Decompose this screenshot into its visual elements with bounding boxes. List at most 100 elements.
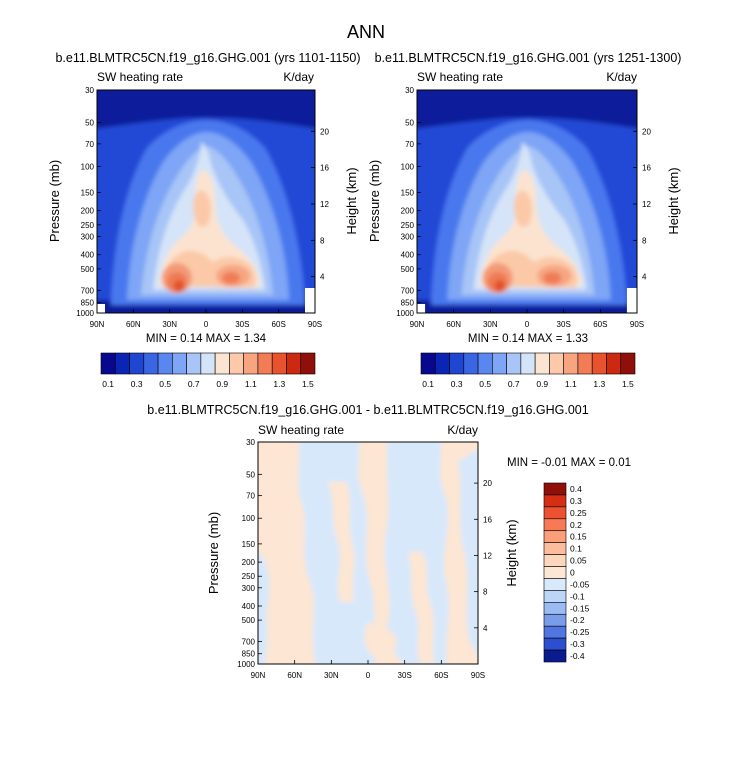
panel-3-y-tick-label: 200 <box>242 558 256 567</box>
panel-3-band <box>364 622 397 657</box>
panel-1-colorbar-swatch <box>214 352 230 375</box>
panel-2-band <box>513 190 532 227</box>
panel-3-y-tick-label: 400 <box>242 602 256 611</box>
panel-3-band <box>275 612 309 652</box>
panel-3-colorbar-swatch <box>543 625 567 639</box>
panel-3-y2-tick-label: 12 <box>483 551 492 560</box>
panel-2-y-tick-label: 400 <box>401 251 415 260</box>
panel-2-colorbar-swatch <box>434 352 450 375</box>
panel-1-y2-tick-label: 8 <box>320 236 325 245</box>
panel-2-colorbar-label: 0.5 <box>479 379 491 389</box>
panel-3-x-tick-label: 30N <box>324 671 339 680</box>
panel-3-band <box>258 552 270 664</box>
panel-3-band <box>408 552 434 664</box>
panel-1-colorbar-swatch <box>243 352 259 375</box>
panel-3-y2-axis-label: Height (km) <box>504 519 519 586</box>
panel-1-y2-tick-label: 16 <box>320 164 329 173</box>
panel-2-minmax: MIN = 0.14 MAX = 1.33 <box>468 333 588 345</box>
panel-2-y-tick-label: 50 <box>405 118 414 127</box>
panel-3-y-tick-label: 70 <box>246 492 255 501</box>
panel-1-y-tick-label: 30 <box>85 86 94 95</box>
panel-3-colorbar-label: 0.2 <box>570 520 582 530</box>
panel-3-y-tick-label: 1000 <box>237 660 255 669</box>
panel-1-variable-label: SW heating rate <box>97 70 183 84</box>
panel-3-colorbar-swatch <box>543 530 567 543</box>
panel-1-colorbar-label: 0.9 <box>216 379 228 389</box>
panel-1-y2-axis-label: Height (km) <box>344 167 359 234</box>
panel-2-heatmap <box>416 89 638 314</box>
panel-2-y-axis-label: Pressure (mb) <box>367 160 382 242</box>
panel-2-colorbar-label: 0.7 <box>508 379 520 389</box>
panel-2-y2-tick-label: 8 <box>642 236 647 245</box>
panel-1-y-tick-label: 700 <box>81 286 95 295</box>
panel-3-colorbar-label: -0.15 <box>570 603 590 613</box>
panel-2-y2-tick-label: 20 <box>642 127 651 136</box>
panel-3-y2-tick-label: 16 <box>483 515 492 524</box>
panel-1-band <box>222 272 240 284</box>
panel-1-y2-tick-label: 12 <box>320 200 329 209</box>
panel-3-y-axis-label: Pressure (mb) <box>206 512 221 594</box>
panel-3-y2-tick-label: 20 <box>483 479 492 488</box>
panel-2-x-tick-label: 0 <box>525 320 530 329</box>
panel-1-x-tick-label: 30N <box>162 320 177 329</box>
panel-3-colorbar-label: -0.1 <box>570 591 585 601</box>
panel-3-x-tick-label: 60N <box>287 671 302 680</box>
panel-2-y2-axis-label: Height (km) <box>666 167 681 234</box>
panel-2-colorbar-label: 1.5 <box>622 379 634 389</box>
panel-3-colorbar-label: 0.4 <box>570 484 582 494</box>
panel-1-x-tick-label: 60N <box>126 320 141 329</box>
panel-3-units-label: K/day <box>447 423 478 437</box>
panel-2-colorbar-swatch <box>506 352 522 375</box>
panel-2-title: b.e11.BLMTRC5CN.f19_g16.GHG.001 (yrs 125… <box>375 51 682 65</box>
panel-3-colorbar-swatch <box>543 649 567 663</box>
panel-3-colorbar-label: -0.25 <box>570 627 590 637</box>
panel-3-colorbar-swatch <box>543 566 567 579</box>
panel-1-x-tick-label: 0 <box>204 320 209 329</box>
panel-2-y2-tick-label: 16 <box>642 164 651 173</box>
panel-3-colorbar-swatch <box>543 482 567 496</box>
panel-2-colorbar-label: 1.3 <box>593 379 605 389</box>
panel-3-x-tick-label: 0 <box>366 671 371 680</box>
panel-3-minmax: MIN = -0.01 MAX = 0.01 <box>507 457 631 469</box>
panel-3-x-tick-label: 60S <box>434 671 448 680</box>
panel-3-colorbar-label: 0.05 <box>570 556 587 566</box>
panel-3-colorbar-swatch <box>543 494 567 508</box>
panel-1: b.e11.BLMTRC5CN.f19_g16.GHG.001 (yrs 110… <box>47 51 361 389</box>
panel-3-band <box>458 448 478 656</box>
panel-2-colorbar-label: 1.1 <box>565 379 577 389</box>
panel-1-colorbar-label: 0.5 <box>159 379 171 389</box>
panel-2-missing-data <box>417 304 426 313</box>
panel-1-colorbar-label: 1.5 <box>302 379 314 389</box>
panel-2-colorbar-swatch <box>563 352 579 375</box>
panel-3-colorbar-swatch <box>543 590 567 603</box>
panel-2-y-tick-label: 1000 <box>396 309 414 318</box>
panel-2-colorbar-swatch <box>463 352 479 375</box>
panel-1-y-tick-label: 50 <box>85 118 94 127</box>
panel-3-heatmap <box>257 441 479 665</box>
panel-1-minmax: MIN = 0.14 MAX = 1.34 <box>146 333 267 345</box>
panel-2-y-tick-label: 500 <box>401 265 415 274</box>
panel-2-y2-tick-label: 4 <box>642 273 647 282</box>
panel-2-colorbar-swatch <box>620 352 636 375</box>
panel-3-colorbar-label: -0.05 <box>570 579 590 589</box>
panel-2-y-tick-label: 100 <box>401 163 415 172</box>
panel-2-x-tick-label: 60S <box>593 320 607 329</box>
panel-1-y-tick-label: 200 <box>81 207 95 216</box>
panel-3-colorbar-label: -0.4 <box>570 651 585 661</box>
panel-3-x-tick-label: 30S <box>398 671 412 680</box>
panel-1-colorbar-swatch <box>257 352 273 375</box>
panel-1-heatmap <box>96 89 316 314</box>
panel-1-colorbar-swatch <box>114 352 130 375</box>
panel-2-y2-tick-label: 12 <box>642 200 651 209</box>
panel-1-y-tick-label: 400 <box>81 251 95 260</box>
panel-3-colorbar-swatch <box>543 578 567 591</box>
panel-3-y-tick-label: 100 <box>242 514 256 523</box>
panel-3: b.e11.BLMTRC5CN.f19_g16.GHG.001 - b.e11.… <box>147 403 631 680</box>
panel-3-y-tick-label: 700 <box>242 637 256 646</box>
panel-3-colorbar-label: 0 <box>570 568 575 578</box>
panel-2-missing-data <box>626 288 637 313</box>
panel-1-colorbar-swatch <box>157 352 173 375</box>
panel-2-band <box>494 280 505 292</box>
panel-2-x-tick-label: 30N <box>483 320 498 329</box>
panel-3-y2-tick-label: 8 <box>483 588 488 597</box>
